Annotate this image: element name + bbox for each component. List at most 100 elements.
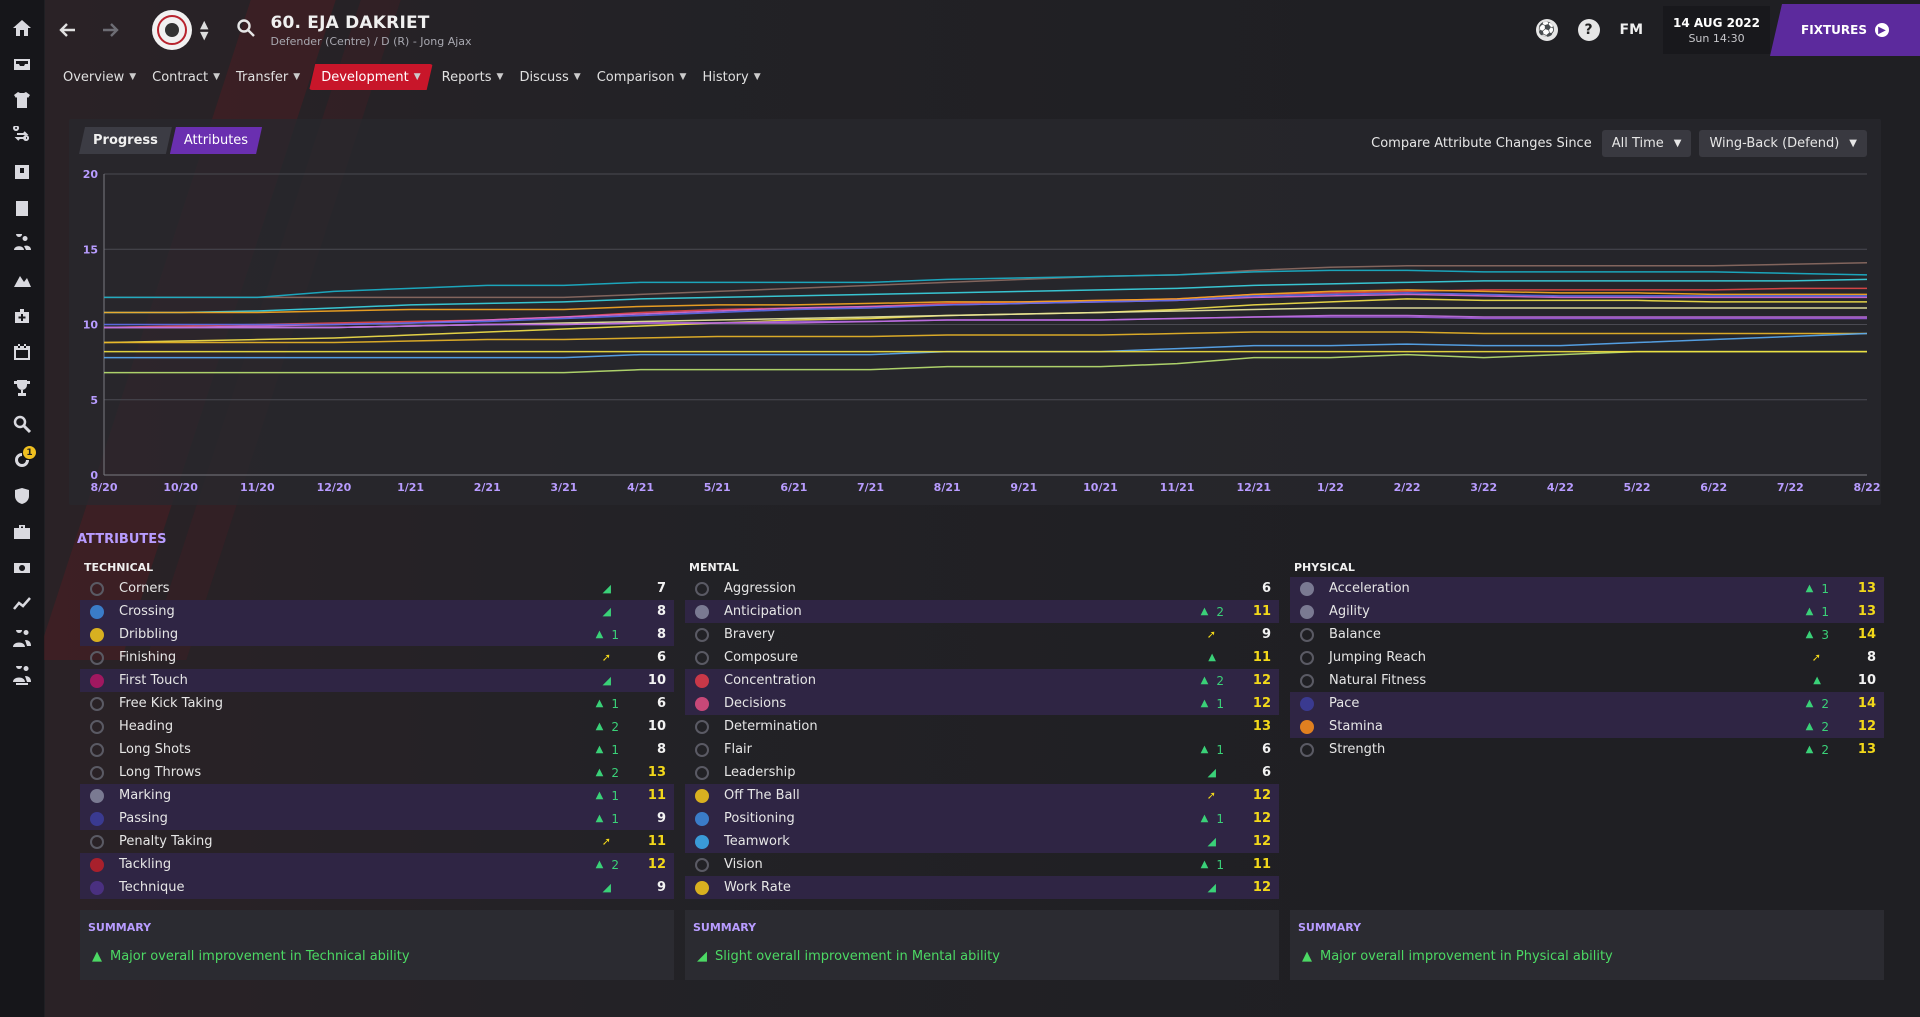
attribute-name: Off The Ball	[724, 788, 800, 803]
chevron-down-icon: ▼	[213, 72, 220, 82]
attribute-row[interactable]: Bravery ➚ 9	[685, 623, 1279, 646]
x-tick-label: 10/21	[1083, 481, 1118, 494]
attribute-row[interactable]: Aggression 6	[685, 577, 1279, 600]
attribute-row[interactable]: Tackling ▲ 2 12	[80, 853, 674, 876]
attribute-row[interactable]: Technique ◢ 9	[80, 876, 674, 899]
tab-development[interactable]: Development ▼	[309, 64, 432, 90]
column-heading: TECHNICAL	[84, 561, 154, 574]
tab-label: Contract	[152, 69, 209, 85]
attribute-row[interactable]: Finishing ➚ 6	[80, 646, 674, 669]
tab-transfer[interactable]: Transfer ▼	[229, 64, 307, 90]
tab-comparison[interactable]: Comparison ▼	[590, 64, 694, 90]
ball-icon[interactable]: ⚽	[1535, 19, 1558, 41]
attribute-status-icon	[695, 880, 709, 895]
attribute-row[interactable]: Off The Ball ➚ 12	[685, 784, 1279, 807]
staff-icon[interactable]	[0, 226, 44, 262]
fm-menu-button[interactable]: FM	[1619, 22, 1644, 38]
attribute-row[interactable]: Penalty Taking ➚ 11	[80, 830, 674, 853]
attribute-row[interactable]: Crossing ◢ 8	[80, 600, 674, 623]
report-icon[interactable]	[0, 190, 44, 226]
role-dropdown[interactable]: Wing-Back (Defend) ▼	[1699, 130, 1867, 157]
attribute-row[interactable]: Jumping Reach ➚ 8	[1290, 646, 1884, 669]
help-icon[interactable]: ?	[1577, 19, 1600, 41]
attribute-row[interactable]: Decisions ▲ 1 12	[685, 692, 1279, 715]
attribute-name: Long Shots	[119, 742, 191, 757]
scouting-icon[interactable]	[0, 406, 44, 442]
progress-toggle[interactable]: Progress	[79, 127, 172, 154]
attribute-row[interactable]: Teamwork ◢ 12	[685, 830, 1279, 853]
attribute-change: 1	[611, 811, 619, 826]
attribute-row[interactable]: Flair ▲ 1 6	[685, 738, 1279, 761]
attribute-row[interactable]: Work Rate ◢ 12	[685, 876, 1279, 899]
attribute-trend: ◢	[1208, 835, 1224, 848]
tab-history[interactable]: History ▼	[695, 64, 767, 90]
tab-contract[interactable]: Contract ▼	[145, 64, 227, 90]
attribute-row[interactable]: Passing ▲ 1 9	[80, 807, 674, 830]
attribute-row[interactable]: Strength ▲ 2 13	[1290, 738, 1884, 761]
attribute-row[interactable]: Free Kick Taking ▲ 1 6	[80, 692, 674, 715]
search-icon[interactable]	[236, 18, 260, 42]
tactics-icon[interactable]	[0, 118, 44, 154]
attribute-row[interactable]: Stamina ▲ 2 12	[1290, 715, 1884, 738]
attribute-row[interactable]: Leadership ◢ 6	[685, 761, 1279, 784]
attribute-change: 2	[611, 857, 619, 872]
club-vision-icon[interactable]	[0, 514, 44, 550]
attribute-value: 13	[1857, 742, 1876, 757]
since-dropdown[interactable]: All Time ▼	[1601, 130, 1692, 157]
data-hub-icon[interactable]	[0, 586, 44, 622]
club-crest-icon[interactable]	[152, 10, 192, 50]
transfers-icon[interactable]: 1	[0, 442, 44, 478]
training-icon[interactable]	[0, 262, 44, 298]
squad-shirt-icon[interactable]	[0, 82, 44, 118]
attribute-trend: ▲ 1	[1201, 743, 1224, 757]
attribute-row[interactable]: Vision ▲ 1 11	[685, 853, 1279, 876]
schedule-icon[interactable]	[0, 334, 44, 370]
attribute-row[interactable]: Acceleration ▲ 1 13	[1290, 577, 1884, 600]
club-info-icon[interactable]	[0, 478, 44, 514]
attribute-change: 1	[611, 627, 619, 642]
dev-centre-icon[interactable]	[0, 622, 44, 658]
attribute-row[interactable]: Long Shots ▲ 1 8	[80, 738, 674, 761]
attribute-row[interactable]: First Touch ◢ 10	[80, 669, 674, 692]
tab-reports[interactable]: Reports ▼	[435, 64, 511, 90]
reserve-squad-icon[interactable]	[0, 658, 44, 694]
chevron-down-icon[interactable]: ▼	[200, 29, 209, 42]
medical-icon[interactable]	[0, 298, 44, 334]
attribute-row[interactable]: Agility ▲ 1 13	[1290, 600, 1884, 623]
attribute-name: Tackling	[119, 857, 172, 872]
attribute-row[interactable]: Dribbling ▲ 1 8	[80, 623, 674, 646]
attribute-change: 2	[1216, 604, 1224, 619]
player-switch-arrows[interactable]: ▲ ▼	[200, 19, 208, 41]
attribute-row[interactable]: Composure ▲ 11	[685, 646, 1279, 669]
attributes-toggle[interactable]: Attributes	[170, 127, 262, 154]
attribute-row[interactable]: Positioning ▲ 1 12	[685, 807, 1279, 830]
tab-overview[interactable]: Overview ▼	[56, 64, 143, 90]
attribute-row[interactable]: Corners ◢ 7	[80, 577, 674, 600]
attribute-row[interactable]: Determination 13	[685, 715, 1279, 738]
inbox-icon[interactable]	[0, 46, 44, 82]
finances-icon[interactable]	[0, 550, 44, 586]
x-tick-label: 7/21	[857, 481, 884, 494]
player-position-club[interactable]: Defender (Centre) / D (R) - Jong Ajax	[270, 34, 472, 48]
dynamics-icon[interactable]	[0, 154, 44, 190]
tab-discuss[interactable]: Discuss ▼	[512, 64, 587, 90]
attribute-row[interactable]: Natural Fitness ▲ 10	[1290, 669, 1884, 692]
forward-arrow-icon[interactable]	[92, 12, 128, 48]
attribute-value: 9	[656, 880, 666, 895]
attribute-row[interactable]: Concentration ▲ 2 12	[685, 669, 1279, 692]
attribute-name: Composure	[724, 650, 798, 665]
back-arrow-icon[interactable]	[50, 12, 86, 48]
trophy-icon[interactable]	[0, 370, 44, 406]
attribute-row[interactable]: Long Throws ▲ 2 13	[80, 761, 674, 784]
attribute-row[interactable]: Marking ▲ 1 11	[80, 784, 674, 807]
attribute-row[interactable]: Pace ▲ 2 14	[1290, 692, 1884, 715]
attribute-row[interactable]: Balance ▲ 3 14	[1290, 623, 1884, 646]
fixtures-button[interactable]: FIXTURES ▶	[1770, 4, 1920, 56]
chevron-up-icon[interactable]: ▲	[200, 18, 209, 31]
tab-label: Overview	[63, 69, 125, 85]
attribute-row[interactable]: Anticipation ▲ 2 11	[685, 600, 1279, 623]
attribute-name: Finishing	[119, 650, 177, 665]
attribute-row[interactable]: Heading ▲ 2 10	[80, 715, 674, 738]
up-arrow-icon: ▲	[1813, 675, 1821, 686]
home-icon[interactable]	[0, 10, 44, 46]
